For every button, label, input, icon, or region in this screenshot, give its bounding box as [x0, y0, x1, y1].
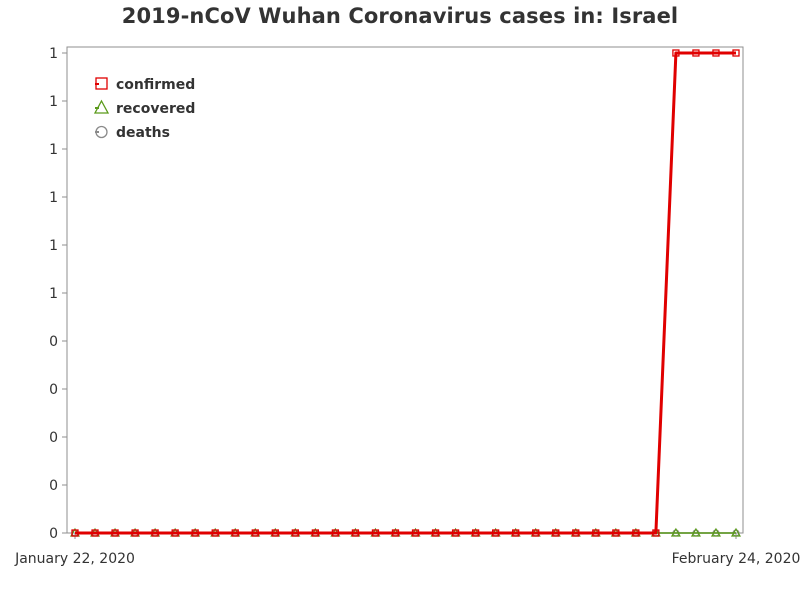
series-layer [69, 49, 742, 537]
point-recovered [710, 527, 722, 537]
legend-item-confirmed: confirmed [95, 77, 195, 93]
point-confirmed [532, 529, 540, 537]
point-confirmed [692, 49, 700, 57]
legend-item-recovered: recovered [93, 99, 195, 117]
point-confirmed [451, 529, 460, 537]
point-confirmed [351, 529, 360, 537]
point-confirmed [391, 529, 400, 537]
point-confirmed [491, 529, 500, 537]
point-confirmed [191, 529, 199, 537]
legend-item-deaths: deaths [95, 125, 170, 141]
point-confirmed [271, 529, 279, 537]
point-confirmed [612, 529, 620, 537]
point-confirmed [512, 529, 520, 537]
point-confirmed [211, 529, 219, 537]
x-axis: January 22, 2020 February 24, 2020 [14, 533, 800, 567]
point-confirmed [251, 529, 259, 537]
point-confirmed [371, 529, 380, 537]
point-confirmed [471, 529, 480, 537]
y-tick-label: 1 [49, 238, 58, 254]
point-confirmed [131, 529, 139, 537]
point-recovered [670, 527, 681, 537]
y-tick-label: 1 [49, 286, 58, 302]
point-confirmed [111, 529, 119, 537]
point-confirmed [411, 529, 420, 537]
point-confirmed [712, 49, 720, 57]
y-tick-label: 1 [49, 94, 58, 110]
y-tick-label: 0 [49, 478, 58, 494]
point-confirmed [572, 529, 580, 537]
y-tick-label: 0 [49, 334, 58, 350]
series-line-confirmed [75, 51, 736, 535]
legend-label: recovered [116, 101, 195, 117]
point-confirmed [71, 529, 79, 537]
x-tick-label-start: January 22, 2020 [14, 551, 135, 567]
plot-frame [66, 46, 744, 534]
y-tick-label: 1 [49, 46, 58, 62]
point-confirmed [431, 529, 440, 537]
legend-line-icon [95, 131, 99, 133]
point-confirmed [151, 529, 159, 537]
point-recovered [690, 527, 701, 537]
point-confirmed [311, 529, 320, 537]
point-confirmed [91, 529, 99, 537]
legend-line-icon [95, 107, 99, 109]
point-recovered [730, 527, 742, 537]
chart-title: 2019-nCoV Wuhan Coronavirus cases in: Is… [121, 4, 679, 28]
point-confirmed [552, 529, 560, 537]
point-confirmed [732, 49, 740, 57]
legend-label: confirmed [116, 77, 195, 93]
point-confirmed [231, 529, 239, 537]
legend: confirmed recovered deaths [93, 77, 195, 141]
y-tick-label: 0 [49, 382, 58, 398]
x-tick-label-end: February 24, 2020 [672, 551, 800, 567]
legend-line-icon [95, 83, 99, 85]
point-confirmed [672, 49, 680, 57]
y-axis: 0 0 0 0 0 1 1 1 1 1 1 [49, 46, 67, 542]
point-confirmed [171, 529, 179, 537]
legend-label: deaths [116, 125, 170, 141]
y-tick-label: 1 [49, 190, 58, 206]
y-tick-label: 0 [49, 526, 58, 542]
series-confirmed [71, 49, 740, 537]
y-tick-label: 0 [49, 430, 58, 446]
point-confirmed [592, 529, 600, 537]
point-confirmed [632, 529, 640, 537]
y-tick-label: 1 [49, 142, 58, 158]
point-confirmed [291, 529, 299, 537]
point-confirmed [331, 529, 340, 537]
point-confirmed [652, 529, 660, 537]
